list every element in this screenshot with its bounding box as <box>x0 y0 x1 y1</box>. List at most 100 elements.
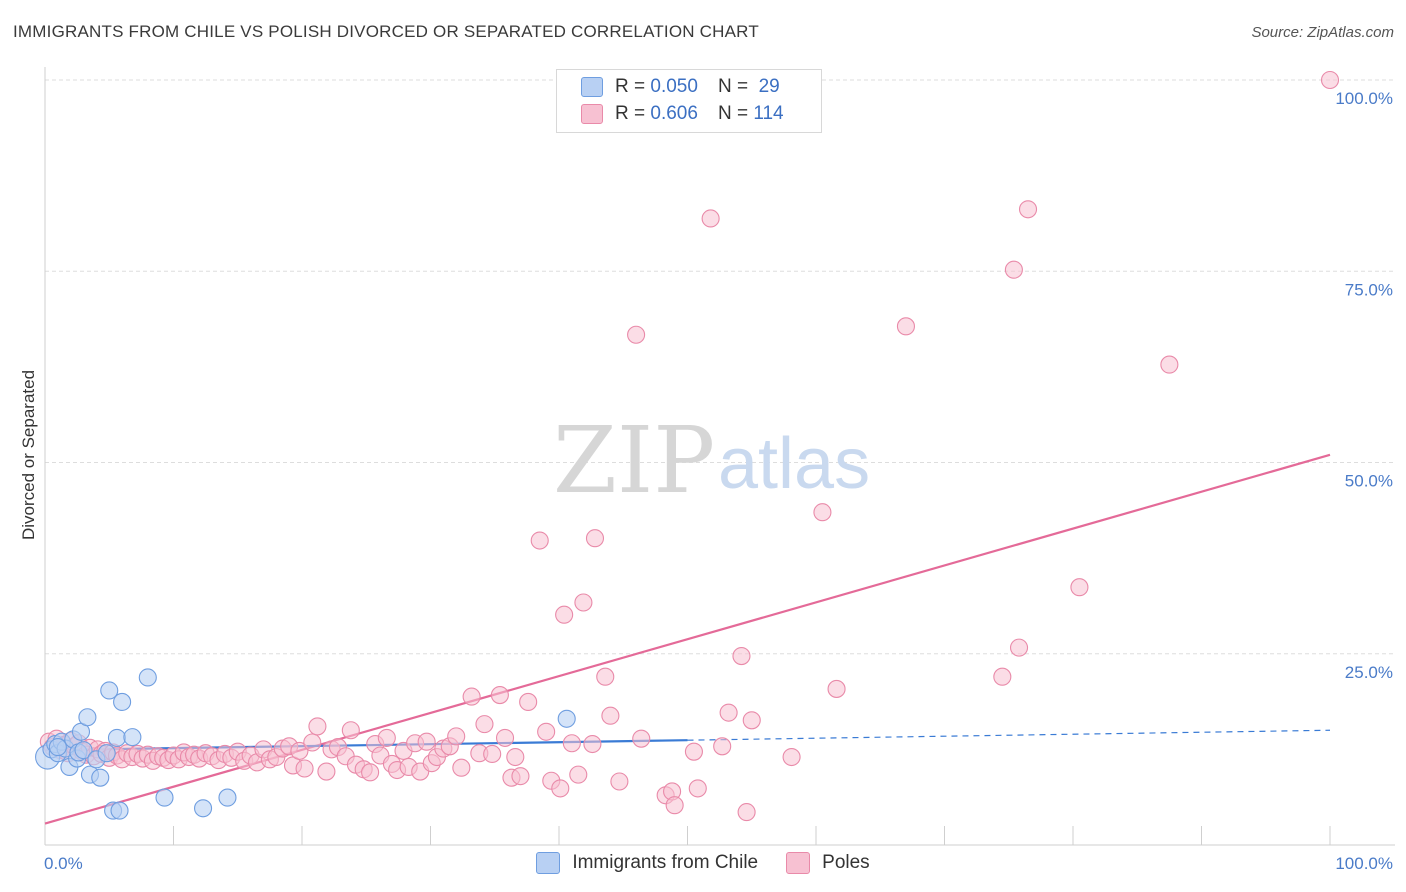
y-tick-label: 75.0% <box>1345 280 1393 299</box>
x-tick-label: 0.0% <box>44 854 83 873</box>
point-poles <box>1018 200 1038 219</box>
point-poles <box>511 767 530 786</box>
point-poles <box>742 711 761 730</box>
point-poles <box>506 747 525 767</box>
point-poles <box>447 727 466 746</box>
point-poles <box>583 734 602 754</box>
legend-r-label: R = <box>615 76 646 97</box>
point-poles <box>737 803 756 822</box>
legend-n-label: N = <box>717 103 749 124</box>
point-poles <box>827 679 846 698</box>
point-poles <box>1004 260 1023 279</box>
legend-swatch-pink <box>581 104 603 124</box>
point-chile <box>78 708 97 727</box>
grid-lines <box>45 79 1395 655</box>
point-poles <box>732 646 751 666</box>
point-poles <box>896 317 916 336</box>
point-poles <box>303 733 322 752</box>
point-poles <box>317 762 336 781</box>
watermark-atlas: atlas <box>718 424 870 504</box>
point-poles <box>627 325 646 344</box>
point-poles <box>530 531 549 550</box>
point-poles <box>341 721 360 740</box>
legend-swatch-pink <box>786 852 811 874</box>
legend-label-poles: Poles <box>822 852 870 873</box>
series-immigrants-from-chile <box>35 668 576 820</box>
series-legend: Immigrants from Chile Poles <box>0 852 1406 874</box>
point-poles <box>462 687 481 706</box>
point-chile <box>194 799 213 818</box>
y-axis-label: Divorced or Separated <box>19 370 38 540</box>
point-chile <box>91 768 110 787</box>
point-poles <box>569 765 588 784</box>
point-poles <box>782 747 801 767</box>
point-chile <box>155 788 174 807</box>
point-poles <box>475 715 494 734</box>
point-poles <box>308 717 327 736</box>
legend-n-value: 29 <box>758 76 780 97</box>
point-poles <box>1070 578 1089 597</box>
point-chile <box>138 668 157 687</box>
point-poles <box>490 686 509 705</box>
legend-r-label: R = <box>615 103 646 124</box>
x-tick-label: 100.0% <box>1335 854 1393 873</box>
legend-row-poles: R = 0.606 N = 114 <box>557 101 784 127</box>
tick-labels: 25.0% 50.0% 75.0% 100.0% 0.0% 100.0% <box>44 89 1393 873</box>
axes <box>44 67 1395 846</box>
source-label: Source: ZipAtlas.com <box>1251 24 1394 41</box>
point-poles <box>684 742 703 761</box>
point-chile <box>113 692 132 711</box>
watermark-zip: ZIP <box>553 407 715 514</box>
point-poles <box>1160 355 1179 374</box>
point-poles <box>813 503 832 522</box>
y-tick-label: 50.0% <box>1345 472 1393 491</box>
point-chile <box>557 709 576 728</box>
legend-item-poles[interactable]: Poles <box>786 852 870 874</box>
y-tick-label: 25.0% <box>1345 663 1393 682</box>
legend-swatch-blue <box>536 852 561 874</box>
legend-n-value: 114 <box>753 103 784 124</box>
legend-label-chile: Immigrants from Chile <box>572 852 759 873</box>
point-chile <box>97 744 116 763</box>
point-poles <box>555 605 574 624</box>
point-chile <box>74 741 93 760</box>
legend-n-label: N = <box>717 76 749 97</box>
point-poles <box>701 209 720 228</box>
trend-line-chile-extension <box>687 729 1331 741</box>
point-poles <box>1009 638 1029 657</box>
point-poles <box>519 692 538 711</box>
point-chile <box>123 728 142 747</box>
point-poles <box>610 772 629 791</box>
point-poles <box>596 667 615 686</box>
point-poles <box>551 779 570 798</box>
point-poles <box>290 741 309 760</box>
point-poles <box>562 734 581 753</box>
point-chile <box>107 728 127 747</box>
point-poles <box>601 706 620 725</box>
point-poles <box>719 703 738 722</box>
legend-item-chile[interactable]: Immigrants from Chile <box>536 852 758 874</box>
point-poles <box>295 759 314 778</box>
legend-swatch-blue <box>581 77 603 97</box>
point-chile <box>110 801 129 820</box>
point-poles <box>377 728 396 747</box>
point-poles <box>1320 70 1340 90</box>
legend-r-value: 0.050 <box>650 76 698 97</box>
legend-r-value: 0.606 <box>650 103 698 124</box>
point-chile <box>48 738 67 757</box>
point-poles <box>665 796 684 815</box>
point-poles <box>632 729 651 748</box>
point-poles <box>483 744 502 764</box>
legend-row-chile: R = 0.050 N = 29 <box>557 74 780 100</box>
point-poles <box>993 667 1012 686</box>
point-poles <box>361 763 380 782</box>
point-poles <box>417 732 436 751</box>
point-poles <box>585 529 605 548</box>
point-poles <box>495 728 515 747</box>
point-chile <box>100 681 119 700</box>
correlation-legend: R = 0.050 N = 29 R = 0.606 N = 114 <box>556 69 822 133</box>
point-poles <box>713 737 732 756</box>
watermark: ZIP atlas <box>553 407 870 514</box>
point-poles <box>537 722 556 741</box>
